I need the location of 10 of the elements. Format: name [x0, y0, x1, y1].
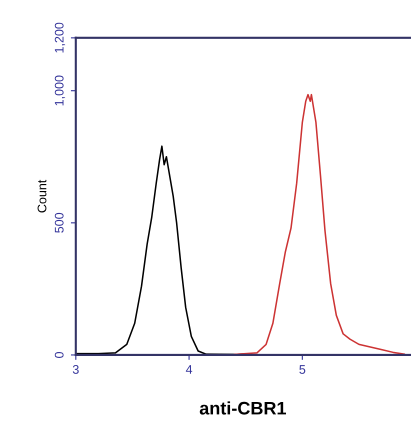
x-tick-label: 3	[72, 365, 79, 374]
y-axis-title: Count	[38, 180, 46, 212]
y-tick-label: 1,000	[54, 76, 66, 106]
x-tick-label: 4	[186, 365, 192, 374]
y-tick-label: 0	[54, 352, 64, 358]
y-tick-label: 500	[54, 212, 64, 233]
x-axis-title: anti-CBR1	[200, 401, 286, 415]
x-tick-label: 5	[299, 365, 306, 374]
y-tick-label: 1,200	[54, 22, 66, 53]
line-series	[234, 94, 406, 355]
